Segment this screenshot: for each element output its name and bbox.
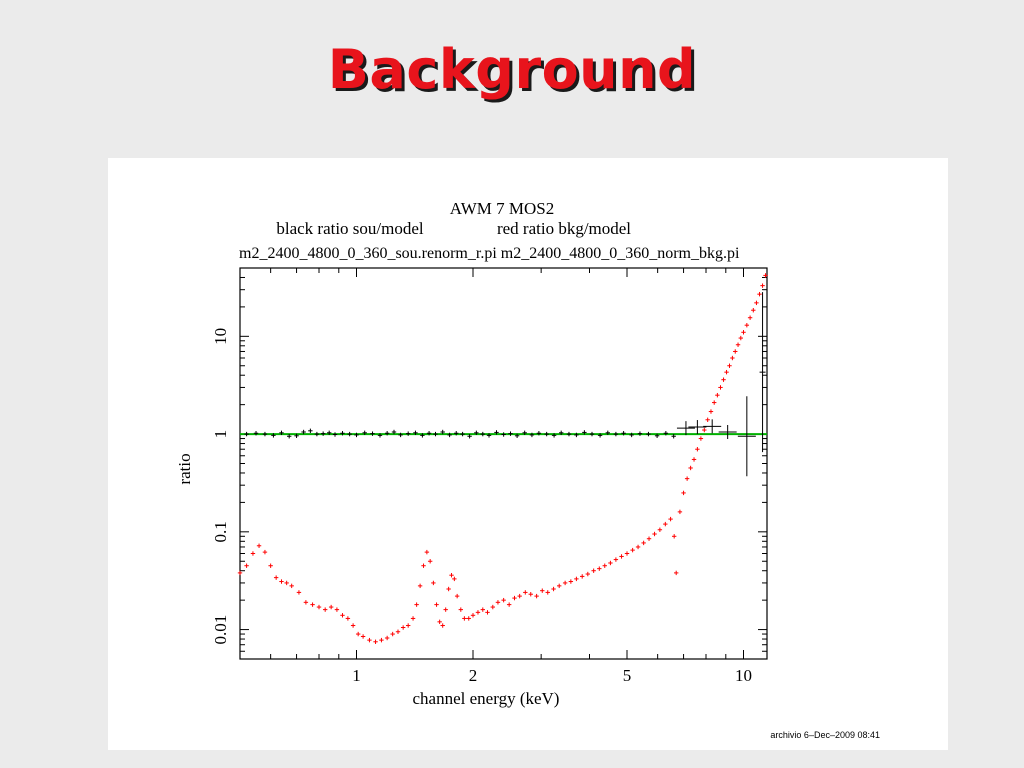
y-tick-label: 1 (211, 430, 230, 439)
chart-file-names: m2_2400_4800_0_360_sou.renorm_r.pi m2_24… (239, 245, 740, 262)
x-tick-label: 10 (735, 666, 752, 685)
x-axis-label: channel energy (keV) (413, 689, 560, 708)
x-tick-label: 1 (352, 666, 361, 685)
slide-title: Background (327, 38, 697, 101)
chart-subtitle-left: black ratio sou/model (276, 219, 424, 238)
y-tick-label: 10 (211, 328, 230, 345)
ratio-plot: AWM 7 MOS2 black ratio sou/model red rat… (175, 199, 768, 708)
y-tick-label: 0.01 (211, 615, 230, 645)
y-tick-label: 0.1 (211, 521, 230, 542)
chart-subtitle-right: red ratio bkg/model (497, 219, 631, 238)
x-tick-label: 2 (469, 666, 478, 685)
y-axis-label: ratio (175, 453, 194, 484)
x-tick-label: 5 (623, 666, 632, 685)
plot-panel: AWM 7 MOS2 black ratio sou/model red rat… (108, 158, 948, 750)
series-source (244, 292, 766, 477)
series-layer (237, 273, 768, 644)
footer-stamp: archivio 6–Dec–2009 08:41 (770, 730, 880, 740)
chart-title: AWM 7 MOS2 (450, 199, 554, 218)
series-background (237, 273, 768, 644)
axes-layer: 1 2 5 10 0.01 0.1 1 10 (211, 267, 767, 685)
